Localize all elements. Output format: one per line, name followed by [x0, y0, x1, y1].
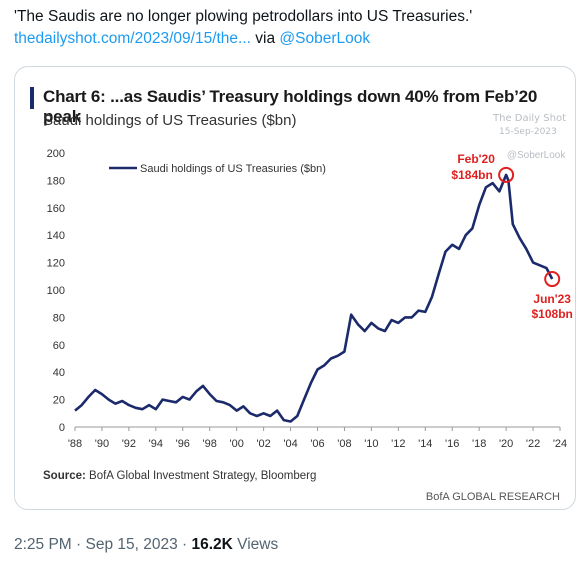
peak-annotation-value: $184bn: [451, 168, 492, 182]
line-chart: 0 20 40 60 80 100 120 140 160 180 200 '88 '90 '92 '94 '…: [43, 148, 573, 503]
y-tick-label: 100: [47, 285, 65, 297]
y-tick-label: 140: [47, 230, 65, 242]
y-tick-label: 20: [53, 395, 65, 407]
watermark-date: 15-Sep-2023: [499, 127, 557, 137]
x-tick-label: '24: [553, 438, 567, 450]
tweet-text: 'The Saudis are no longer plowing petrod…: [14, 6, 574, 50]
x-tick-label: '00: [229, 438, 243, 450]
series-line-saudi-holdings: [74, 173, 554, 423]
x-tick-label: '10: [364, 438, 378, 450]
peak-annotation-label: Feb'20: [457, 152, 495, 166]
watermark-dailyshot: The Daily Shot: [493, 113, 566, 124]
tweet-meta: 2:25 PM · Sep 15, 2023 · 16.2K Views: [14, 536, 278, 554]
x-tick-label: '22: [526, 438, 540, 450]
y-tick-label: 0: [59, 422, 65, 434]
watermark-handle: @SoberLook: [507, 150, 567, 161]
article-link[interactable]: thedailyshot.com/2023/09/15/the...: [14, 30, 251, 47]
via-text: via: [250, 30, 280, 47]
x-tick-label: '18: [472, 438, 486, 450]
y-tick-label: 120: [47, 258, 65, 270]
legend-label: Saudi holdings of US Treasuries ($bn): [140, 163, 326, 175]
peak-marker-circle: [498, 166, 515, 183]
x-tick-label: '94: [149, 438, 163, 450]
x-tick-label: '12: [391, 438, 405, 450]
x-tick-label: '04: [283, 438, 297, 450]
chart-subtitle: Saudi holdings of US Treasuries ($bn): [43, 112, 297, 129]
footer-bofa-research: BofA GLOBAL RESEARCH: [426, 491, 560, 503]
y-tick-label: 80: [53, 312, 65, 324]
x-tick-label: '92: [122, 438, 136, 450]
y-tick-label: 160: [47, 203, 65, 215]
latest-annotation-value: $108bn: [532, 307, 573, 321]
x-tick-label: '08: [337, 438, 351, 450]
source-line: Source: BofA Global Investment Strategy,…: [43, 470, 316, 482]
latest-annotation-label: Jun'23: [533, 292, 571, 306]
x-tick-label: '20: [499, 438, 513, 450]
y-tick-label: 180: [47, 175, 65, 187]
chart-title: Chart 6: ...as Saudis’ Treasury holdings…: [43, 87, 538, 126]
x-tick-label: '98: [203, 438, 217, 450]
views-label: Views: [232, 536, 279, 553]
latest-marker-circle: [544, 271, 561, 288]
x-tick-label: '16: [445, 438, 459, 450]
x-tick-label: '96: [176, 438, 190, 450]
view-count: 16.2K: [191, 536, 233, 553]
author-handle-link[interactable]: @SoberLook: [279, 30, 371, 47]
tweet-quote: 'The Saudis are no longer plowing petrod…: [14, 8, 473, 25]
x-tick-label: '90: [95, 438, 109, 450]
x-tick-label: '02: [256, 438, 270, 450]
chart-image-card[interactable]: Chart 6: ...as Saudis’ Treasury holdings…: [14, 66, 576, 510]
title-accent-bar: [30, 87, 34, 109]
x-tick-label: '14: [418, 438, 432, 450]
x-tick-label: '88: [68, 438, 82, 450]
timestamp[interactable]: 2:25 PM · Sep 15, 2023 ·: [14, 536, 192, 553]
y-tick-label: 60: [53, 340, 65, 352]
x-tick-label: '06: [310, 438, 324, 450]
y-tick-label: 200: [47, 148, 65, 160]
y-tick-label: 40: [53, 367, 65, 379]
